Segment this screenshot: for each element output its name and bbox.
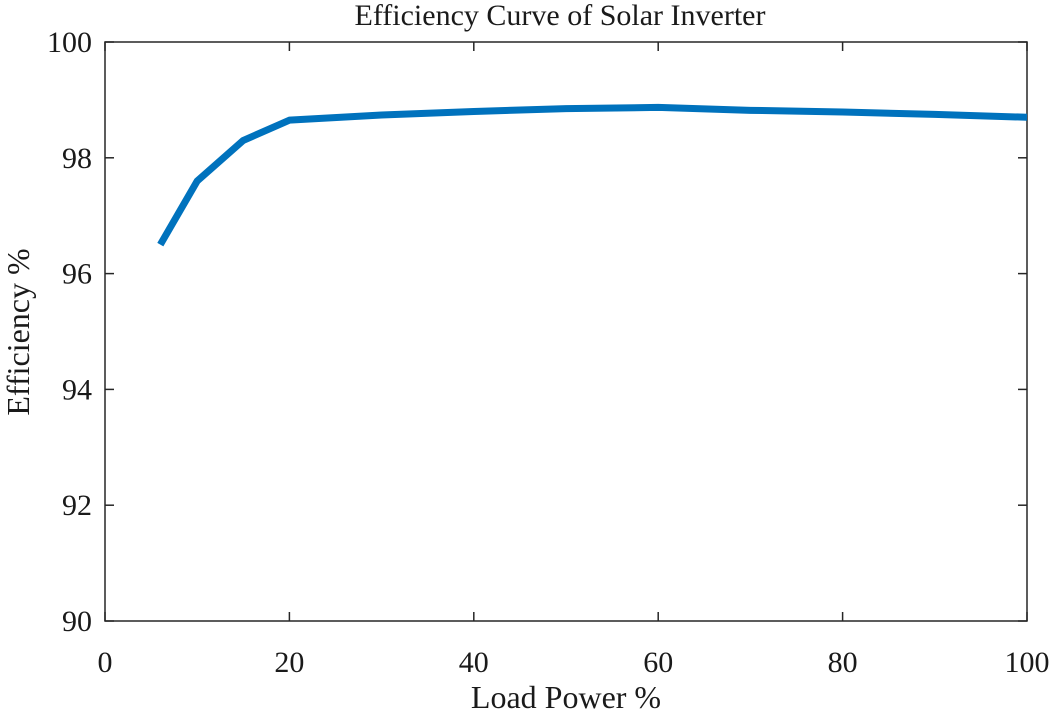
y-tick-label-2: 94 [62, 373, 92, 406]
x-tick-label-2: 40 [459, 646, 489, 679]
y-axis-label: Efficiency % [0, 248, 36, 415]
plot-area-frame [104, 41, 1028, 622]
y-tick-label-4: 98 [62, 142, 92, 175]
axis-ticks [104, 41, 1028, 622]
x-tick-label-3: 60 [643, 646, 673, 679]
y-tick-label-3: 96 [62, 258, 92, 291]
series-group [157, 103, 1028, 247]
chart-title: Efficiency Curve of Solar Inverter [355, 0, 766, 32]
axis-tick-labels: 0 20 40 60 80 100 90 92 94 96 98 100 [47, 26, 1050, 679]
y-tick-label-0: 90 [62, 605, 92, 638]
x-axis-label: Load Power % [471, 679, 661, 714]
x-tick-label-0: 0 [98, 646, 113, 679]
x-tick-label-5: 100 [1005, 646, 1050, 679]
x-tick-label-4: 80 [828, 646, 858, 679]
x-tick-label-1: 20 [274, 646, 304, 679]
y-tick-label-5: 100 [47, 26, 92, 59]
series-line-0 [157, 103, 1028, 247]
y-tick-label-1: 92 [62, 489, 92, 522]
